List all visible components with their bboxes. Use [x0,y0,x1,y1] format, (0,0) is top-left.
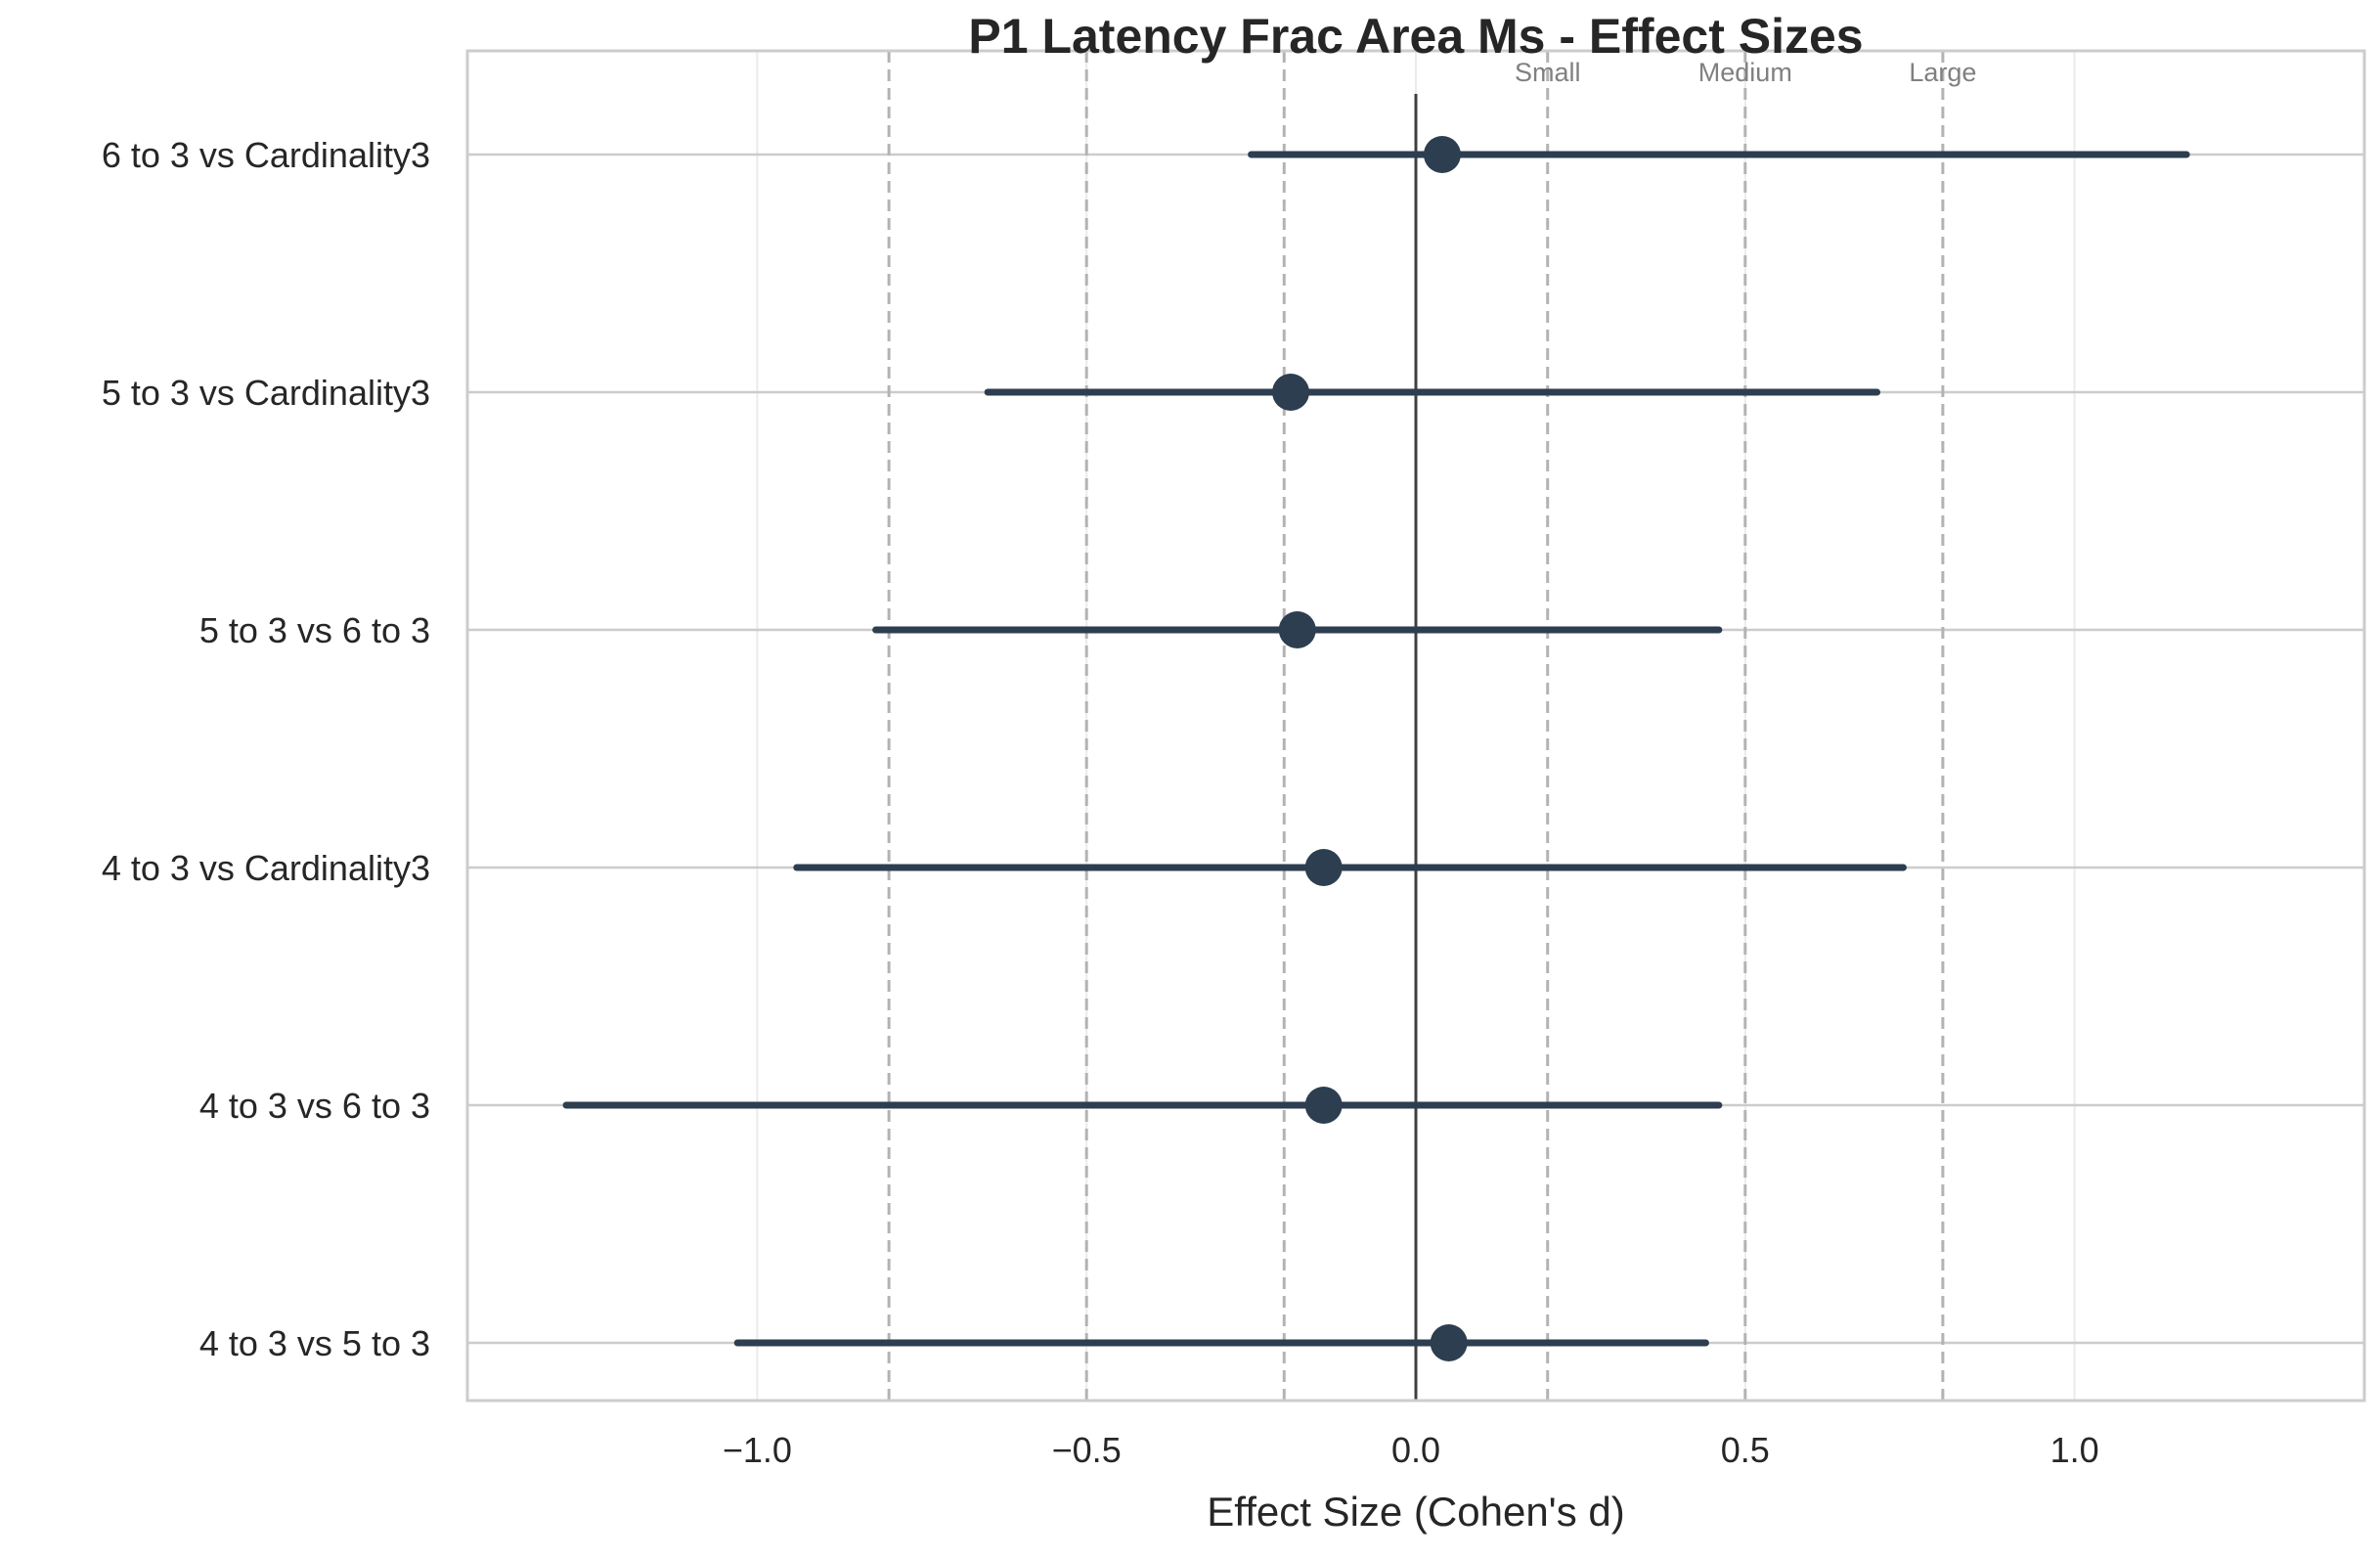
x-tick-label: 0.5 [1721,1430,1770,1470]
threshold-layer [887,51,1945,1401]
y-tick-label: 5 to 3 vs 6 to 3 [199,610,430,650]
effect-size-point [1278,611,1316,648]
y-tick-label: 4 to 3 vs 6 to 3 [199,1086,430,1126]
x-tick-label: 0.0 [1391,1430,1440,1470]
y-tick-label: 4 to 3 vs 5 to 3 [199,1323,430,1363]
x-tick-label: −0.5 [1052,1430,1122,1470]
y-tick-label: 6 to 3 vs Cardinality3 [102,135,430,175]
chart-title: P1 Latency Frac Area Ms - Effect Sizes [968,9,1863,64]
effect-size-point [1430,1324,1468,1361]
y-tick-label: 5 to 3 vs Cardinality3 [102,373,430,413]
threshold-label: Medium [1698,58,1792,87]
data-layer [562,136,2190,1361]
y-tick-label: 4 to 3 vs Cardinality3 [102,848,430,888]
effect-size-point [1304,849,1343,886]
x-tick-labels: −1.0 −0.5 0.0 0.5 1.0 [723,1430,2099,1470]
effect-size-point [1304,1087,1343,1124]
x-tick-label: 1.0 [2050,1430,2099,1470]
threshold-label: Large [1909,58,1976,87]
plot-frame [465,49,2366,1403]
threshold-label: Small [1515,58,1581,87]
y-tick-labels: 6 to 3 vs Cardinality3 5 to 3 vs Cardinal… [102,135,430,1363]
threshold-labels: Small Medium Large [1515,58,1976,87]
effect-size-point [1423,136,1461,173]
x-tick-label: −1.0 [723,1430,792,1470]
effect-size-point [1272,374,1310,411]
x-axis-label: Effect Size (Cohen's d) [1207,1489,1624,1535]
